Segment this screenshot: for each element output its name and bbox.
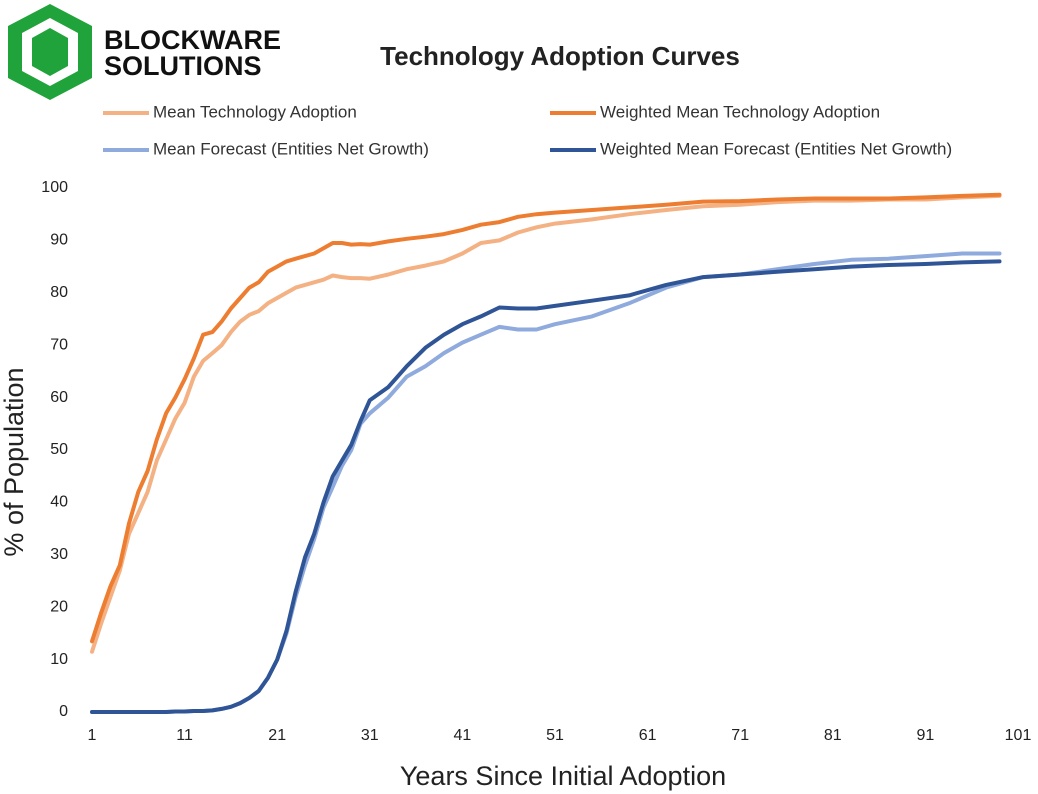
y-tick-label: 20 [50, 598, 68, 615]
logo-text: SOLUTIONS [104, 51, 262, 81]
x-tick-label: 81 [824, 727, 842, 744]
legend-label: Mean Technology Adoption [153, 102, 357, 121]
y-tick-label: 10 [50, 651, 68, 668]
logo-text: BLOCKWARE [104, 25, 281, 55]
x-tick-label: 91 [917, 727, 935, 744]
series-line [90, 259, 1002, 714]
series-line [90, 193, 1002, 654]
y-tick-label: 70 [50, 336, 68, 353]
x-tick-label: 1 [88, 727, 97, 744]
x-tick-label: 31 [361, 727, 379, 744]
y-axis-label: % of Population [0, 367, 29, 556]
logo: BLOCKWARE SOLUTIONS [8, 4, 281, 100]
x-tick-label: 21 [268, 727, 286, 744]
x-tick-label: 11 [176, 727, 193, 744]
logo-cube-core [32, 28, 68, 76]
y-tick-label: 100 [41, 179, 68, 196]
x-tick-label: 51 [546, 727, 564, 744]
x-tick-label: 61 [639, 727, 657, 744]
chart-title: Technology Adoption Curves [380, 41, 740, 71]
series-line [90, 251, 1002, 714]
y-tick-label: 60 [50, 389, 68, 406]
y-tick-label: 0 [59, 703, 68, 720]
y-tick-label: 80 [50, 284, 68, 301]
y-tick-label: 90 [50, 232, 68, 249]
series-line [90, 192, 1002, 644]
legend-label: Weighted Mean Forecast (Entities Net Gro… [600, 139, 952, 158]
x-tick-label: 41 [454, 727, 472, 744]
x-tick-label: 71 [731, 727, 749, 744]
x-tick-label: 101 [1005, 727, 1032, 744]
legend-label: Weighted Mean Technology Adoption [600, 102, 880, 121]
y-tick-label: 40 [50, 494, 68, 511]
x-axis-label: Years Since Initial Adoption [400, 761, 726, 791]
y-tick-label: 50 [50, 441, 68, 458]
legend-label: Mean Forecast (Entities Net Growth) [153, 139, 429, 158]
y-tick-label: 30 [50, 546, 68, 563]
